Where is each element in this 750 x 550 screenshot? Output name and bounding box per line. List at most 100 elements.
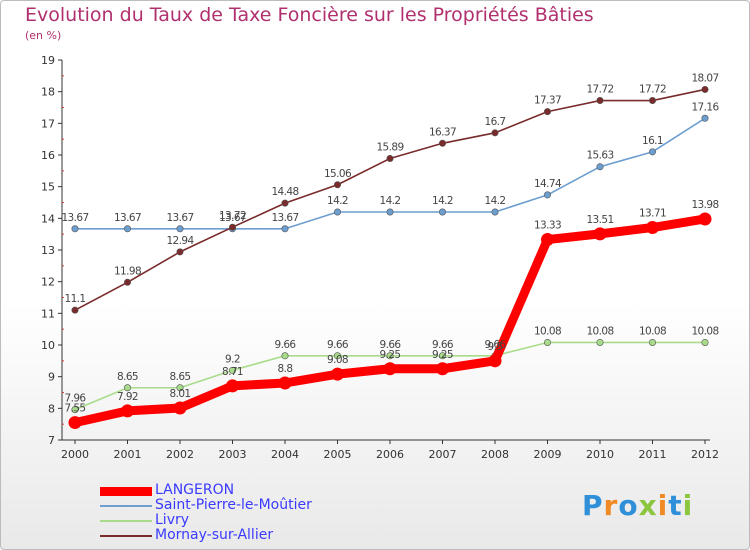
x-tick-label: 2001 bbox=[114, 448, 142, 461]
data-point bbox=[436, 362, 449, 376]
y-tick-label: 15 bbox=[41, 181, 55, 194]
legend-swatch bbox=[100, 535, 152, 537]
data-point bbox=[438, 208, 446, 216]
x-tick-label: 2010 bbox=[586, 448, 614, 461]
data-label: 13.51 bbox=[586, 214, 613, 226]
data-label: 18.07 bbox=[691, 72, 718, 84]
data-point bbox=[543, 108, 551, 116]
data-label: 12.94 bbox=[166, 235, 194, 247]
data-point bbox=[124, 278, 132, 286]
x-tick-label: 2008 bbox=[481, 448, 509, 461]
data-point bbox=[124, 384, 132, 392]
y-tick-label: 9 bbox=[48, 371, 55, 384]
data-point bbox=[386, 208, 394, 216]
data-label: 9.66 bbox=[327, 339, 349, 351]
data-point bbox=[648, 148, 656, 156]
x-tick-label: 2006 bbox=[376, 448, 404, 461]
x-tick-label: 2012 bbox=[691, 448, 719, 461]
data-point bbox=[543, 338, 551, 346]
data-point bbox=[438, 352, 446, 360]
data-point bbox=[331, 367, 344, 381]
data-point bbox=[229, 366, 237, 374]
data-label: 10.08 bbox=[691, 325, 718, 337]
x-tick-label: 2007 bbox=[429, 448, 457, 461]
data-point bbox=[278, 376, 292, 390]
y-tick-label: 16 bbox=[41, 149, 55, 162]
legend-label: Saint-Pierre-le-Moûtier bbox=[155, 497, 312, 513]
data-label: 7.55 bbox=[65, 403, 86, 415]
data-point bbox=[596, 97, 604, 105]
data-label: 9.66 bbox=[275, 339, 297, 351]
data-point bbox=[333, 352, 341, 360]
data-point bbox=[71, 225, 79, 233]
data-label: 9.66 bbox=[432, 339, 454, 351]
data-point bbox=[701, 338, 709, 346]
logo-letter: P bbox=[582, 489, 604, 522]
x-tick-label: 2009 bbox=[534, 448, 562, 461]
data-label: 17.72 bbox=[586, 84, 613, 96]
data-label: 15.06 bbox=[324, 168, 352, 180]
data-label: 7.96 bbox=[65, 393, 87, 405]
data-label: 9.66 bbox=[485, 339, 507, 351]
data-point bbox=[383, 362, 397, 376]
data-label: 8.8 bbox=[278, 363, 293, 375]
data-point bbox=[176, 248, 184, 256]
data-point bbox=[281, 225, 289, 233]
data-label: 9.5 bbox=[488, 341, 503, 353]
data-point bbox=[438, 139, 446, 147]
data-label: 11.1 bbox=[65, 293, 86, 305]
legend-swatch bbox=[100, 486, 152, 496]
legend-swatch bbox=[100, 520, 152, 522]
data-label: 14.2 bbox=[432, 195, 453, 207]
data-point bbox=[701, 114, 709, 122]
data-point bbox=[701, 85, 709, 93]
data-label: 8.01 bbox=[170, 388, 191, 400]
data-label: 13.67 bbox=[219, 212, 246, 224]
data-point bbox=[173, 401, 187, 415]
data-label: 9.2 bbox=[225, 353, 240, 365]
data-label: 14.48 bbox=[271, 186, 298, 198]
data-label: 16.7 bbox=[485, 116, 506, 128]
data-point bbox=[646, 221, 659, 235]
data-label: 10.08 bbox=[639, 325, 666, 337]
data-point bbox=[176, 225, 184, 233]
data-label: 14.74 bbox=[534, 178, 562, 190]
logo-letter: o bbox=[618, 489, 639, 522]
data-point bbox=[68, 416, 82, 430]
legend-swatch bbox=[100, 505, 152, 507]
y-tick-label: 8 bbox=[48, 402, 55, 415]
data-point bbox=[596, 338, 604, 346]
data-label: 15.63 bbox=[586, 150, 613, 162]
legend-label: Livry bbox=[155, 512, 190, 528]
data-label: 9.08 bbox=[327, 354, 348, 366]
data-point bbox=[281, 352, 289, 360]
y-tick-label: 17 bbox=[41, 117, 55, 130]
data-point bbox=[491, 208, 499, 216]
data-label: 16.37 bbox=[429, 126, 456, 138]
data-label: 13.67 bbox=[114, 212, 141, 224]
y-tick-label: 10 bbox=[41, 339, 55, 352]
data-label: 10.08 bbox=[534, 325, 561, 337]
data-point bbox=[226, 379, 239, 393]
x-tick-label: 2000 bbox=[61, 448, 89, 461]
data-point bbox=[593, 227, 607, 241]
data-label: 9.25 bbox=[432, 349, 453, 361]
y-tick-label: 19 bbox=[41, 54, 55, 67]
x-tick-label: 2002 bbox=[166, 448, 194, 461]
y-tick-label: 12 bbox=[41, 276, 55, 289]
data-label: 8.71 bbox=[222, 366, 243, 378]
logo-letter: x bbox=[638, 489, 658, 522]
data-point bbox=[333, 181, 341, 189]
data-point bbox=[491, 129, 499, 137]
data-point bbox=[124, 225, 132, 233]
x-tick-label: 2011 bbox=[639, 448, 667, 461]
data-label: 13.98 bbox=[691, 199, 718, 211]
logo-letter: i bbox=[682, 489, 694, 522]
data-label: 14.2 bbox=[485, 195, 506, 207]
data-label: 13.72 bbox=[219, 210, 246, 222]
data-label: 10.08 bbox=[586, 325, 613, 337]
data-label: 8.65 bbox=[170, 371, 191, 383]
logo-letter: r bbox=[603, 489, 619, 522]
data-point bbox=[648, 338, 656, 346]
